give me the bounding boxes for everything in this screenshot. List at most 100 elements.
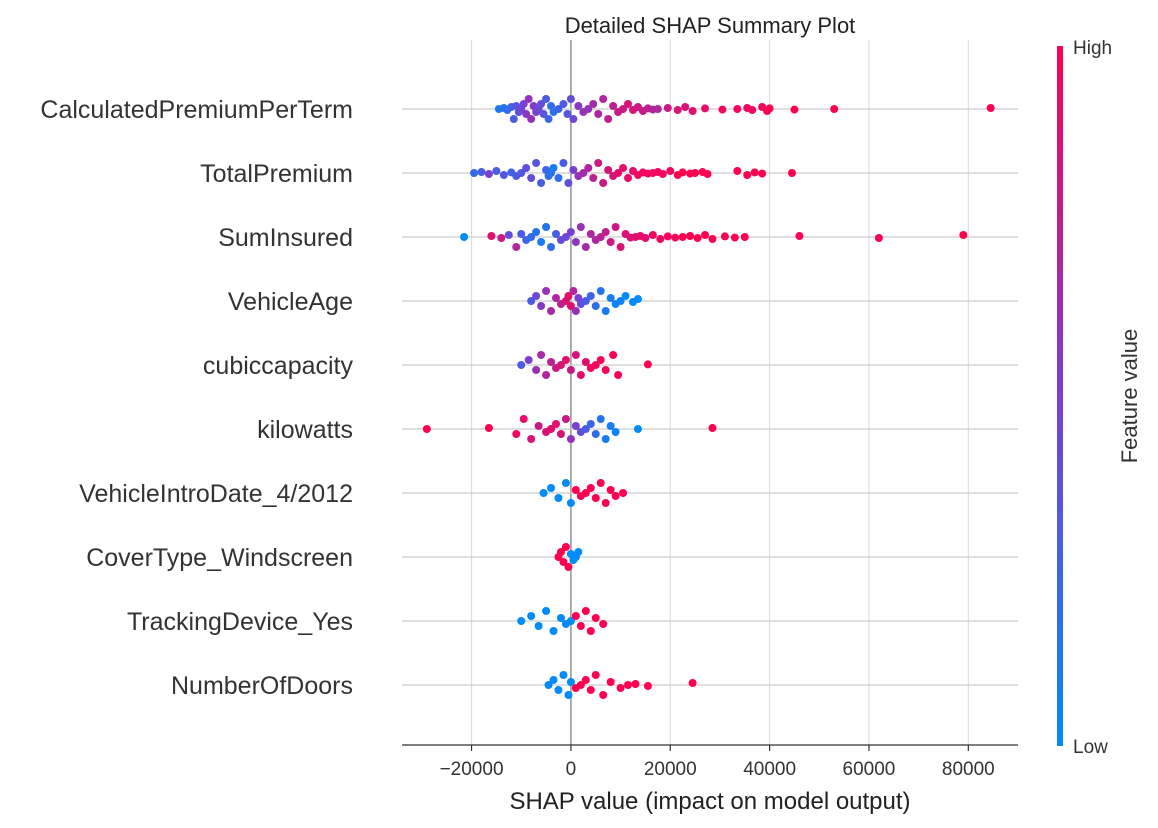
shap-point bbox=[586, 686, 595, 694]
shap-point bbox=[547, 425, 556, 433]
shap-point bbox=[581, 425, 590, 433]
shap-point bbox=[542, 223, 551, 231]
shap-point bbox=[559, 159, 568, 167]
shap-point bbox=[544, 115, 553, 123]
shap-point bbox=[740, 233, 749, 241]
feature-label: CalculatedPremiumPerTerm bbox=[40, 96, 353, 124]
feature-label: kilowatts bbox=[257, 416, 353, 444]
shap-point bbox=[718, 105, 727, 114]
shap-point bbox=[561, 233, 570, 241]
feature-label: SumInsured bbox=[218, 224, 353, 252]
shap-point bbox=[730, 233, 739, 242]
shap-point bbox=[795, 232, 804, 240]
shap-point bbox=[691, 169, 700, 177]
shap-point bbox=[519, 415, 528, 423]
shap-point bbox=[648, 231, 657, 239]
shap-point bbox=[492, 167, 501, 175]
shap-point bbox=[586, 627, 595, 635]
x-tick-label: 40000 bbox=[743, 759, 796, 780]
shap-point bbox=[559, 671, 568, 679]
shap-point bbox=[509, 115, 518, 123]
shap-point bbox=[522, 164, 531, 172]
shap-point bbox=[537, 238, 546, 246]
shap-point bbox=[708, 424, 717, 432]
shap-point bbox=[519, 100, 528, 108]
shap-point bbox=[591, 430, 600, 438]
shap-point bbox=[643, 360, 652, 369]
shap-point bbox=[686, 232, 695, 240]
shap-point bbox=[708, 235, 717, 243]
shap-point bbox=[549, 676, 558, 684]
shap-point bbox=[591, 614, 600, 622]
shap-point bbox=[571, 422, 580, 430]
shap-point bbox=[561, 479, 570, 487]
shap-point bbox=[787, 169, 796, 177]
shap-point bbox=[596, 287, 605, 295]
chart-title: Detailed SHAP Summary Plot bbox=[565, 13, 856, 38]
shap-point bbox=[542, 287, 551, 295]
shap-point bbox=[566, 617, 575, 625]
shap-point bbox=[484, 170, 493, 178]
shap-point bbox=[653, 105, 662, 113]
shap-point bbox=[517, 361, 526, 369]
x-tick-label: 0 bbox=[566, 759, 577, 780]
shap-point bbox=[666, 167, 675, 175]
shap-point bbox=[643, 682, 652, 690]
shap-point bbox=[484, 424, 493, 432]
shap-point bbox=[566, 228, 575, 236]
x-axis: −20000 0 20000 40000 60000 80000 bbox=[402, 744, 1018, 780]
shap-point bbox=[563, 110, 572, 118]
shap-point bbox=[656, 235, 665, 243]
shap-point bbox=[581, 297, 590, 305]
shap-point bbox=[606, 294, 615, 302]
shap-point bbox=[527, 174, 536, 182]
shap-point bbox=[586, 420, 595, 428]
shap-point bbox=[552, 420, 560, 428]
shap-point bbox=[422, 425, 431, 433]
shap-point bbox=[569, 115, 578, 123]
shap-point bbox=[517, 617, 526, 625]
shap-point bbox=[591, 494, 600, 502]
shap-point bbox=[701, 104, 710, 113]
shap-point bbox=[688, 107, 697, 115]
shap-point bbox=[554, 686, 563, 694]
shap-point bbox=[678, 168, 687, 177]
shap-point bbox=[589, 100, 598, 108]
shap-point bbox=[544, 681, 553, 689]
shap-point bbox=[574, 102, 583, 110]
shap-point bbox=[631, 680, 640, 688]
shap-point bbox=[591, 361, 600, 369]
shap-point bbox=[959, 231, 968, 239]
shap-point bbox=[599, 691, 608, 699]
shap-point bbox=[527, 612, 536, 620]
shap-point bbox=[566, 678, 575, 686]
colorbar: High Low Feature value bbox=[1057, 38, 1142, 758]
shap-point bbox=[527, 435, 536, 443]
shap-point bbox=[616, 684, 625, 692]
shap-point bbox=[688, 679, 697, 687]
shap-point bbox=[566, 499, 575, 507]
shap-point bbox=[532, 292, 541, 300]
shap-point bbox=[574, 548, 583, 556]
shap-point bbox=[581, 607, 590, 615]
shap-point bbox=[497, 234, 506, 242]
shap-point bbox=[571, 486, 580, 494]
shap-point bbox=[986, 104, 995, 112]
shap-point bbox=[591, 302, 600, 310]
x-tick-label: 80000 bbox=[942, 759, 995, 780]
shap-point bbox=[601, 307, 610, 315]
shap-point bbox=[624, 100, 633, 108]
shap-point bbox=[720, 232, 729, 241]
shap-point bbox=[537, 100, 546, 108]
colorbar-title: Feature value bbox=[1117, 329, 1142, 464]
shap-point bbox=[596, 415, 605, 423]
shap-point bbox=[534, 422, 543, 430]
shap-point bbox=[596, 356, 605, 364]
shap-point bbox=[604, 115, 613, 123]
shap-point bbox=[594, 110, 603, 118]
shap-point bbox=[571, 307, 580, 315]
shap-point bbox=[527, 233, 536, 241]
shap-point bbox=[581, 358, 590, 366]
shap-point bbox=[765, 104, 774, 113]
shap-point bbox=[596, 479, 605, 487]
